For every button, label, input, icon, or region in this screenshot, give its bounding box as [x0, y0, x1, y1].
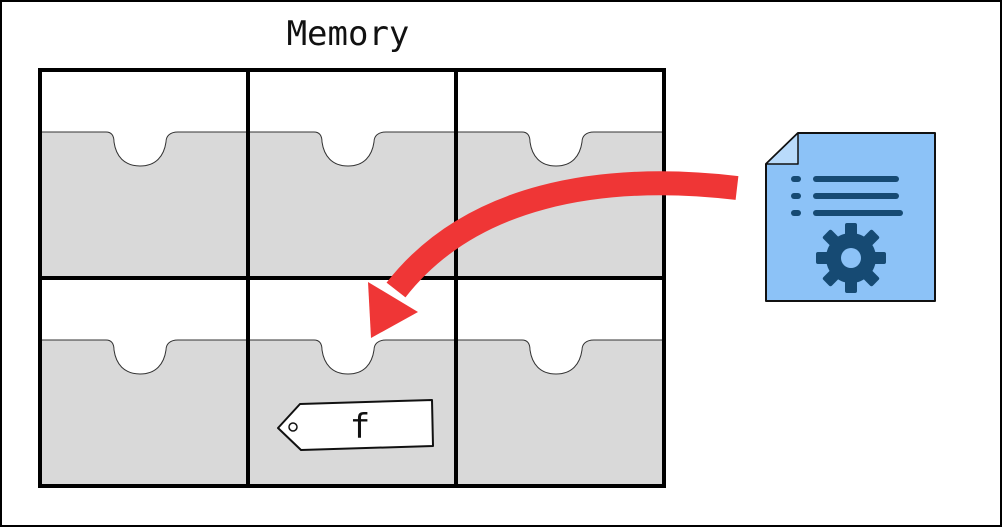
memory-grid [38, 68, 666, 488]
curved-arrow-icon [368, 171, 739, 338]
tag-label: f [350, 407, 370, 447]
document-gear-icon [765, 132, 936, 302]
memory-title: Memory [286, 14, 410, 54]
tag-icon: f [277, 399, 434, 451]
